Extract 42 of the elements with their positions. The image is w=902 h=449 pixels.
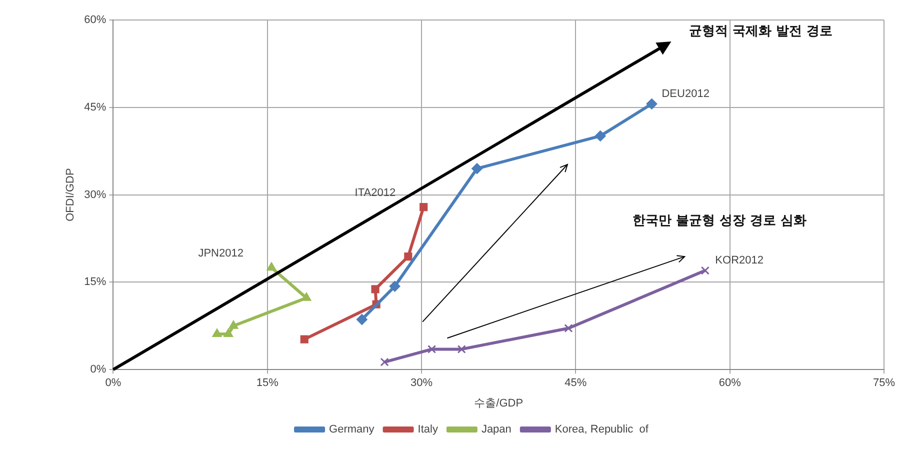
point [212,328,222,338]
x-tick-label: 75% [872,377,896,390]
y-axis-title: OFDI/GDP [64,168,77,222]
y-tick-label: 0% [90,364,106,376]
point [457,344,466,354]
y-tick-label: 60% [84,14,106,26]
point [300,335,308,344]
x-tick-label: 15% [256,377,279,390]
point [564,324,573,333]
x-tick-label: 60% [718,377,742,390]
point [472,163,483,174]
annotation: KOR2012 [715,254,764,267]
point [380,358,389,366]
annotation: ITA2012 [354,187,396,200]
annotation: DEU2012 [662,88,710,100]
x-tick-label: 30% [410,377,433,390]
legend-label: Germany [329,424,375,436]
point [223,328,234,338]
point [356,314,368,325]
x-tick-label: 0% [105,377,122,390]
point [594,130,606,142]
y-tick-label: 15% [84,276,106,288]
point [646,98,658,110]
legend-label: Korea, Republic of [554,424,650,436]
point [404,252,412,261]
annotation: JPN2012 [198,248,244,260]
point [420,203,428,212]
point [302,292,312,301]
point [428,344,436,354]
y-tick-label: 30% [84,188,106,201]
annotation: 한국만 불균형 성장 경로 심화 [632,213,807,228]
point [228,320,238,329]
point [266,262,276,271]
point [371,285,380,294]
x-tick-label: 45% [564,377,587,390]
legend-label: Japan [481,424,512,436]
legend-label: Italy [418,424,438,436]
point [700,266,710,275]
y-tick-label: 45% [84,101,106,114]
point [389,280,400,292]
annotation: 균형적 국제화 발전 경로 [688,24,832,40]
x-axis-title: 수출/GDP [474,397,524,410]
